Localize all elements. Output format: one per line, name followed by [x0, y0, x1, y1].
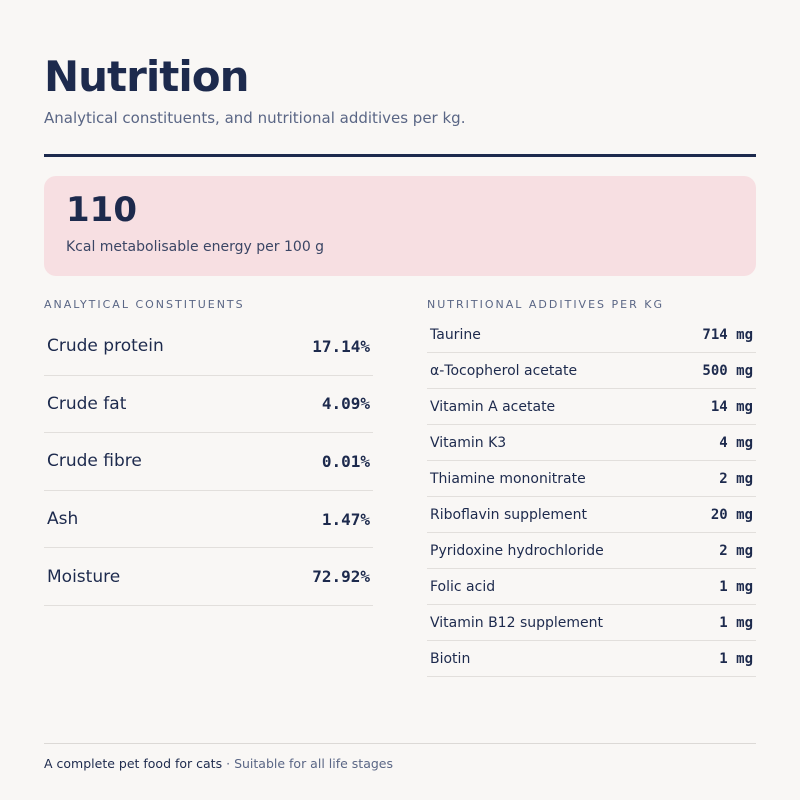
nutrient-value: 4.09% [321, 394, 370, 414]
nutrient-name: Pyridoxine hydrochloride [430, 542, 604, 559]
nutrient-value: 4 mg [719, 434, 753, 451]
nutrient-name: Crude protein [47, 336, 164, 357]
energy-value: 110 [66, 190, 137, 230]
table-row: Crude fat 4.09% [44, 376, 373, 434]
footer: A complete pet food for cats · Suitable … [44, 756, 393, 771]
table-row: Pyridoxine hydrochloride 2 mg [427, 533, 756, 569]
nutrient-name: Biotin [430, 650, 471, 667]
table-row: α-Tocopherol acetate 500 mg [427, 353, 756, 389]
nutrient-name: Ash [47, 509, 79, 530]
nutrient-name: Vitamin B12 supplement [430, 614, 604, 631]
nutrient-value: 1.47% [321, 509, 370, 529]
energy-label: Kcal metabolisable energy per 100 g [66, 239, 325, 255]
table-row: Ash 1.47% [44, 491, 373, 549]
nutrient-name: Riboflavin supplement [430, 506, 588, 523]
section-heading: NUTRITIONAL ADDITIVES PER KG [427, 298, 664, 311]
nutrient-name: Vitamin K3 [430, 434, 507, 451]
table-row: Moisture 72.92% [44, 548, 373, 606]
additives-table: Taurine 714 mg α-Tocopherol acetate 500 mg V… [427, 317, 756, 677]
nutrient-value: 2 mg [719, 470, 753, 487]
table-row: Crude fibre 0.01% [44, 433, 373, 491]
nutrient-name: Moisture [47, 566, 121, 587]
nutrient-value: 14 mg [710, 398, 753, 415]
nutrient-name: Vitamin A acetate [430, 398, 556, 415]
footer-divider [44, 743, 756, 744]
nutrient-value: 1 mg [719, 650, 753, 667]
nutrient-name: Thiamine mononitrate [430, 470, 586, 487]
nutrient-value: 72.92% [312, 567, 370, 587]
subtitle: Analytical constituents, and nutritional… [44, 109, 466, 127]
table-row: Vitamin B12 supplement 1 mg [427, 605, 756, 641]
nutrient-name: Folic acid [430, 578, 496, 595]
divider [44, 154, 756, 157]
footer-separator: · [226, 756, 231, 771]
nutrient-name: α-Tocopherol acetate [430, 362, 578, 379]
nutrient-value: 714 mg [702, 326, 753, 343]
analytical-table: Crude protein 17.14% Crude fat 4.09% Crude f… [44, 318, 373, 606]
footer-primary: A complete pet food for cats [44, 756, 223, 771]
table-row: Taurine 714 mg [427, 317, 756, 353]
nutrient-value: 17.14% [312, 336, 370, 356]
energy-card [44, 176, 756, 276]
nutrient-name: Taurine [430, 326, 481, 343]
nutrient-value: 0.01% [321, 451, 370, 471]
table-row: Biotin 1 mg [427, 641, 756, 677]
table-row: Vitamin K3 4 mg [427, 425, 756, 461]
table-row: Folic acid 1 mg [427, 569, 756, 605]
table-row: Crude protein 17.14% [44, 318, 373, 376]
nutrient-value: 2 mg [719, 542, 753, 559]
nutrient-name: Crude fibre [47, 451, 142, 472]
title: Nutrition [44, 52, 249, 101]
table-row: Thiamine mononitrate 2 mg [427, 461, 756, 497]
footer-secondary: Suitable for all life stages [234, 756, 393, 771]
table-row: Riboflavin supplement 20 mg [427, 497, 756, 533]
section-heading: ANALYTICAL CONSTITUENTS [44, 298, 245, 311]
nutrient-name: Crude fat [47, 393, 127, 414]
nutrient-value: 1 mg [719, 614, 753, 631]
nutrient-value: 20 mg [710, 506, 753, 523]
nutrient-value: 500 mg [702, 362, 753, 379]
nutrient-value: 1 mg [719, 578, 753, 595]
table-row: Vitamin A acetate 14 mg [427, 389, 756, 425]
